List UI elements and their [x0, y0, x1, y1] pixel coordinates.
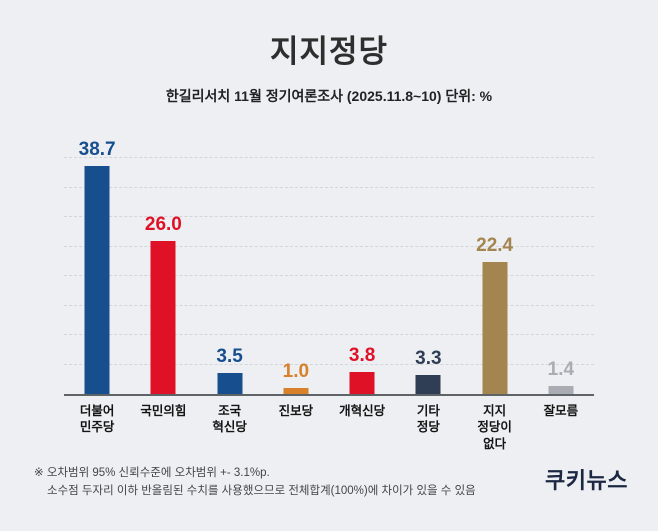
- gridline: [64, 334, 594, 335]
- value-label: 3.8: [348, 344, 376, 366]
- bar-column: 3.8: [329, 158, 395, 394]
- footnote: ※ 오차범위 95% 신뢰수준에 오차범위 +- 3.1%p. 소수점 두자리 …: [34, 464, 476, 501]
- category-label: 지지 정당이 없다: [477, 404, 512, 451]
- bar-column: 3.3: [395, 158, 461, 394]
- bar-column: 38.7: [64, 139, 130, 394]
- bar: [150, 240, 176, 394]
- category-label: 더불어 민주당: [79, 404, 115, 435]
- value-label: 3.5: [216, 346, 243, 368]
- bar-column: 3.5: [197, 158, 263, 394]
- value-label: 3.3: [415, 347, 442, 369]
- value-label: 1.0: [282, 361, 310, 383]
- gridline: [64, 186, 594, 188]
- category-label: 잘모름: [543, 404, 579, 418]
- bar: [217, 373, 243, 394]
- plot-area: 38.7 26.0 3.5 1.0 3.8 3.3 22.4 1.4: [64, 139, 594, 396]
- gridline: [64, 275, 594, 276]
- bar-column: 22.4: [462, 158, 528, 394]
- gridline: [64, 363, 594, 365]
- gridline: [64, 216, 594, 217]
- value-label: 26.0: [144, 213, 182, 235]
- bar: [415, 374, 441, 394]
- gridline: [64, 157, 594, 158]
- bar-column: 1.0: [263, 158, 329, 394]
- kukinews-logo: 쿠키뉴스: [545, 468, 628, 493]
- gridline: [64, 304, 594, 306]
- category-row: 더불어 민주당 국민의힘 조국 혁신당 진보당 개혁신당 기타 정당 지지 정당이 없다 잘모…: [64, 396, 594, 452]
- gridline: [64, 245, 594, 247]
- category-label: 개혁신당: [339, 404, 386, 418]
- chart-subtitle: 한길리서치 11월 정기여론조사 (2025.11.8~10) 단위: %: [165, 88, 493, 104]
- bar-chart: 38.7 26.0 3.5 1.0 3.8 3.3 22.4 1.4 더불어 민주당 국민의힘 조…: [64, 139, 594, 452]
- value-label: 22.4: [476, 234, 514, 256]
- footnote-line-1: ※ 오차범위 95% 신뢰수준에 오차범위 +- 3.1%p.: [34, 467, 270, 479]
- category-label: 진보당: [278, 404, 314, 418]
- bar: [283, 388, 309, 394]
- bar-column: 26.0: [130, 158, 196, 394]
- bar: [548, 385, 574, 394]
- chart-title: 지지정당: [269, 34, 389, 69]
- value-label: 38.7: [78, 138, 116, 160]
- bar: [482, 261, 508, 394]
- bar-column: 1.4: [528, 158, 594, 394]
- category-label: 기타 정당: [416, 404, 440, 435]
- bar: [349, 371, 375, 394]
- category-label: 국민의힘: [140, 404, 187, 418]
- footnote-line-2: 소수점 두자리 이하 반올림된 수치를 사용했으므로 전체합계(100%)에 차…: [47, 485, 476, 498]
- value-label: 1.4: [547, 358, 575, 380]
- bar: [84, 165, 110, 394]
- category-label: 조국 혁신당: [212, 404, 247, 435]
